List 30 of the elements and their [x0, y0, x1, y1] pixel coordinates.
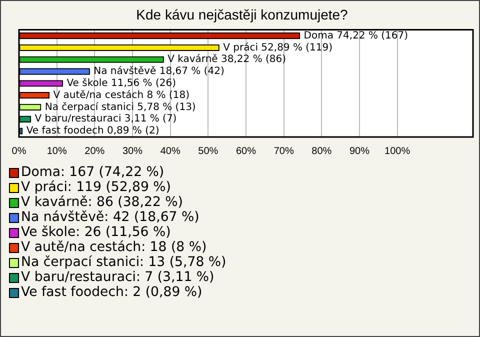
x-tick-label: 40%	[160, 146, 180, 157]
data-label: V baru/restauraci 3,11 % (7)	[34, 114, 177, 125]
data-label: Ve fast foodech 0,89 % (2)	[26, 126, 160, 137]
text: V práci: 119 (52,89 %)	[21, 180, 171, 195]
x-tick-label: 80%	[312, 146, 332, 157]
data-label: Na čerpací stanici 5,78 % (13)	[44, 102, 196, 113]
text: Na návštěvě: 42 (18,67 %)	[21, 210, 200, 225]
text: V autě/na cestách: 18 (8 %)	[21, 240, 207, 255]
text: V baru/restauraci: 7 (3,11 %)	[21, 270, 214, 285]
x-tick-label: 10%	[46, 146, 67, 157]
data-label: Ve škole 11,56 % (26)	[66, 78, 176, 89]
x-tick-label: 100%	[384, 146, 410, 157]
text: V kavárně: 86 (38,22 %)	[21, 195, 183, 210]
x-tick-label: 20%	[84, 146, 105, 157]
data-label: V kavárně 38,22 % (86)	[168, 54, 286, 66]
text: Doma: 167 (74,22 %)	[21, 165, 164, 180]
data-label: V práci 52,89 % (119)	[223, 42, 333, 54]
x-tick-label: 70%	[274, 146, 294, 157]
data-label: Doma 74,22 % (167)	[304, 30, 408, 42]
x-tick-label: 30%	[122, 146, 143, 157]
x-tick-label: 0%	[12, 146, 26, 157]
x-tick-label: 50%	[198, 146, 218, 157]
data-label: Na návštěvě 18,67 % (42)	[94, 66, 224, 78]
x-tick-label: 90%	[349, 146, 370, 157]
text: Na čerpací stanici: 13 (5,78 %)	[21, 255, 226, 270]
data-label: V autě/na cestách 8 % (18)	[53, 90, 190, 101]
x-tick-label: 60%	[236, 146, 256, 157]
text: Ve fast foodech: 2 (0,89 %)	[21, 285, 202, 300]
chart-title: Kde kávu nejčastěji konzumujete?	[136, 6, 348, 22]
text: Ve škole: 26 (11,56 %)	[21, 225, 171, 240]
